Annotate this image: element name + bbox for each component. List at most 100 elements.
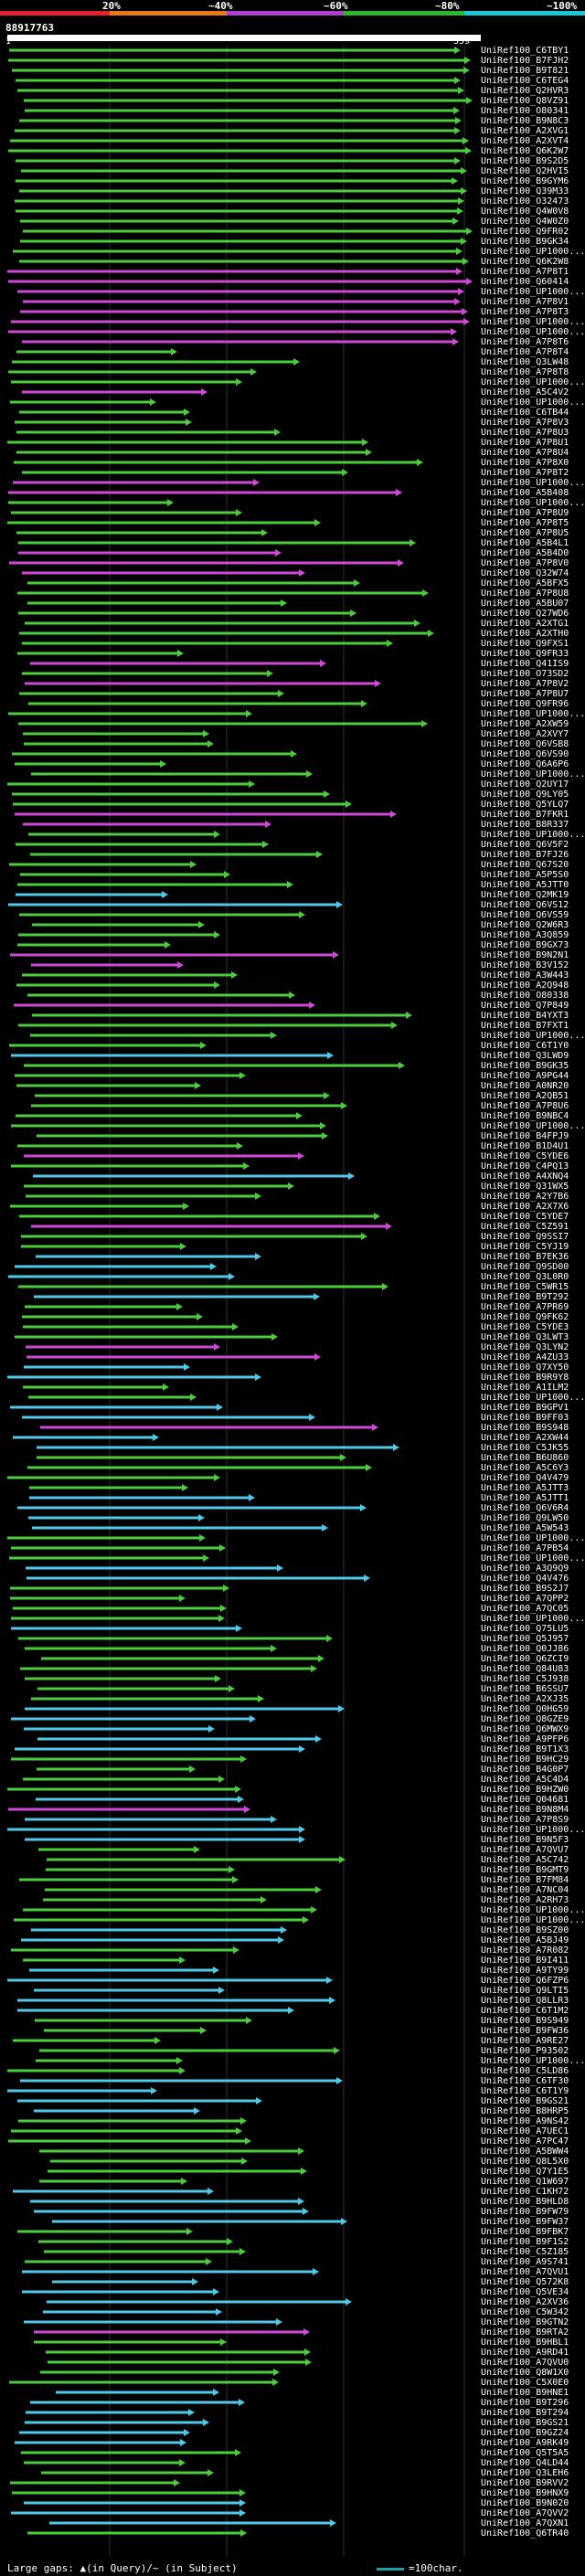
hit-label[interactable]: UniRef100_C6T1M2 <box>481 2006 569 2016</box>
hit-label[interactable]: UniRef100_B4FPJ9 <box>481 1131 569 1141</box>
hit-label[interactable]: UniRef100_A5BJ49 <box>481 1935 569 1945</box>
hit-label[interactable]: UniRef100_Q8W1X0 <box>481 2368 569 2378</box>
hit-label[interactable]: UniRef100_B9GX73 <box>481 940 569 950</box>
hit-label[interactable]: UniRef100_A7P8U4 <box>481 448 569 458</box>
hit-label[interactable]: UniRef100_Q7P849 <box>481 1001 569 1011</box>
hit-label[interactable]: UniRef100_A7P8T5 <box>481 518 569 528</box>
hit-label[interactable]: UniRef100_Q9FXS1 <box>481 639 569 649</box>
hit-label[interactable]: UniRef100_Q9FR02 <box>481 227 569 237</box>
hit-label[interactable]: UniRef100_A7QXN1 <box>481 2518 569 2528</box>
hit-label[interactable]: UniRef100_A7P8U3 <box>481 428 569 438</box>
hit-label[interactable]: UniRef100_A5BU07 <box>481 599 569 609</box>
hit-label[interactable]: UniRef100_A9RK49 <box>481 2438 569 2448</box>
hit-label[interactable]: UniRef100_UP1000... <box>481 317 585 327</box>
hit-label[interactable]: UniRef100_A5C742 <box>481 1855 569 1865</box>
hit-label[interactable]: UniRef100_A5BWW4 <box>481 2147 569 2157</box>
hit-label[interactable]: UniRef100_Q8LLR3 <box>481 1996 569 2006</box>
hit-label[interactable]: UniRef100_Q60414 <box>481 277 569 287</box>
hit-label[interactable]: UniRef100_Q8GZE9 <box>481 1714 569 1724</box>
hit-label[interactable]: UniRef100_B8HRP5 <box>481 2106 569 2116</box>
hit-label[interactable]: UniRef100_C5Z591 <box>481 1222 569 1232</box>
hit-label[interactable]: UniRef100_Q9SD00 <box>481 1262 569 1272</box>
hit-label[interactable]: UniRef100_B7FKR1 <box>481 810 569 820</box>
hit-label[interactable]: UniRef100_C5Z185 <box>481 2247 569 2257</box>
hit-label[interactable]: UniRef100_B9S949 <box>481 2016 569 2026</box>
hit-label[interactable]: UniRef100_Q6VS90 <box>481 749 569 759</box>
hit-label[interactable]: UniRef100_UP1000... <box>481 478 585 488</box>
hit-label[interactable]: UniRef100_B9N8M4 <box>481 1805 569 1815</box>
hit-label[interactable]: UniRef100_Q572K8 <box>481 2277 569 2287</box>
hit-label[interactable]: UniRef100_UP1000... <box>481 1614 585 1624</box>
hit-label[interactable]: UniRef100_C5YDE7 <box>481 1212 569 1222</box>
hit-label[interactable]: UniRef100_B9GK34 <box>481 237 569 247</box>
hit-label[interactable]: UniRef100_O32473 <box>481 196 569 207</box>
hit-label[interactable]: UniRef100_A2Q948 <box>481 981 569 991</box>
hit-label[interactable]: UniRef100_C5YDE6 <box>481 1151 569 1161</box>
hit-label[interactable]: UniRef100_B9GZ24 <box>481 2428 569 2438</box>
hit-label[interactable]: UniRef100_UP1000... <box>481 1533 585 1543</box>
hit-label[interactable]: UniRef100_C5X0E0 <box>481 2378 569 2388</box>
hit-label[interactable]: UniRef100_A5C4V2 <box>481 387 569 398</box>
hit-label[interactable]: UniRef100_A7PC47 <box>481 2136 569 2147</box>
hit-label[interactable]: UniRef100_UP1000... <box>481 1915 585 1925</box>
hit-label[interactable]: UniRef100_B8R337 <box>481 820 569 830</box>
hit-label[interactable]: UniRef100_A2Y7B6 <box>481 1192 569 1202</box>
hit-label[interactable]: UniRef100_A7NC04 <box>481 1885 569 1895</box>
hit-label[interactable]: UniRef100_Q9FR96 <box>481 699 569 709</box>
hit-label[interactable]: UniRef100_UP1000... <box>481 1121 585 1131</box>
hit-label[interactable]: UniRef100_UP1000... <box>481 769 585 779</box>
hit-label[interactable]: UniRef100_Q4W0V8 <box>481 207 569 217</box>
hit-label[interactable]: UniRef100_Q0HG59 <box>481 1704 569 1714</box>
hit-label[interactable]: UniRef100_Q9LW50 <box>481 1513 569 1523</box>
hit-label[interactable]: UniRef100_Q3LW48 <box>481 357 569 367</box>
hit-label[interactable]: UniRef100_B9N020 <box>481 2498 569 2508</box>
hit-label[interactable]: UniRef100_B9GYM6 <box>481 176 569 186</box>
hit-label[interactable]: UniRef100_UP1000... <box>481 709 585 719</box>
hit-label[interactable]: UniRef100_A4XNQ4 <box>481 1171 569 1182</box>
hit-label[interactable]: UniRef100_B9GS21 <box>481 2418 569 2428</box>
hit-label[interactable]: UniRef100_Q2HVR3 <box>481 86 569 96</box>
hit-label[interactable]: UniRef100_B9S948 <box>481 1423 569 1433</box>
hit-label[interactable]: UniRef100_A1ILM2 <box>481 1383 569 1393</box>
hit-label[interactable]: UniRef100_A7P8T6 <box>481 337 569 347</box>
hit-label[interactable]: UniRef100_A5BFX5 <box>481 578 569 588</box>
hit-label[interactable]: UniRef100_Q5J957 <box>481 1634 569 1644</box>
hit-label[interactable]: UniRef100_UP1000... <box>481 2056 585 2066</box>
hit-label[interactable]: UniRef100_B9R9Y8 <box>481 1373 569 1383</box>
hit-label[interactable]: UniRef100_Q4V479 <box>481 1473 569 1483</box>
hit-label[interactable]: UniRef100_Q67S20 <box>481 860 569 870</box>
hit-label[interactable]: UniRef100_B1D4U1 <box>481 1141 569 1151</box>
hit-label[interactable]: UniRef100_Q3LWD9 <box>481 1051 569 1061</box>
hit-label[interactable]: UniRef100_B9RVV2 <box>481 2478 569 2488</box>
hit-label[interactable]: UniRef100_A7P8U1 <box>481 438 569 448</box>
hit-label[interactable]: UniRef100_B7FM84 <box>481 1875 569 1885</box>
hit-label[interactable]: UniRef100_Q4W0Z0 <box>481 217 569 227</box>
hit-label[interactable]: UniRef100_UP1000... <box>481 287 585 297</box>
hit-label[interactable]: UniRef100_Q2HVI5 <box>481 166 569 176</box>
hit-label[interactable]: UniRef100_Q6A6P6 <box>481 759 569 769</box>
hit-label[interactable]: UniRef100_Q7XY50 <box>481 1362 569 1373</box>
hit-label[interactable]: UniRef100_B9FW37 <box>481 2217 569 2227</box>
hit-label[interactable]: UniRef100_B9RTA2 <box>481 2327 569 2337</box>
hit-label[interactable]: UniRef100_B9T821 <box>481 66 569 76</box>
hit-label[interactable]: UniRef100_A5C4D4 <box>481 1775 569 1785</box>
hit-label[interactable]: UniRef100_A7QVU0 <box>481 2358 569 2368</box>
hit-label[interactable]: UniRef100_Q8VZ91 <box>481 96 569 106</box>
hit-label[interactable]: UniRef100_A7P8U8 <box>481 588 569 599</box>
hit-label[interactable]: UniRef100_C5JK55 <box>481 1443 569 1453</box>
hit-label[interactable]: UniRef100_B9GMT9 <box>481 1865 569 1875</box>
hit-label[interactable]: UniRef100_A2XJ35 <box>481 1694 569 1704</box>
hit-label[interactable]: UniRef100_B4G0P7 <box>481 1765 569 1775</box>
hit-label[interactable]: UniRef100_A2XW59 <box>481 719 569 729</box>
hit-label[interactable]: UniRef100_A5B4D0 <box>481 548 569 558</box>
hit-label[interactable]: UniRef100_UP1000... <box>481 1393 585 1403</box>
hit-label[interactable]: UniRef100_Q2UY17 <box>481 779 569 790</box>
hit-label[interactable]: UniRef100_A7P8S9 <box>481 1815 569 1825</box>
hit-label[interactable]: UniRef100_B9F1S2 <box>481 2237 569 2247</box>
hit-label[interactable]: UniRef100_Q6VS59 <box>481 910 569 920</box>
hit-label[interactable]: UniRef100_A7R082 <box>481 1945 569 1956</box>
hit-label[interactable]: UniRef100_A2QB51 <box>481 1091 569 1101</box>
hit-label[interactable]: UniRef100_B9T292 <box>481 1292 569 1302</box>
hit-label[interactable]: UniRef100_Q9FR33 <box>481 649 569 659</box>
hit-label[interactable]: UniRef100_A2XTG1 <box>481 619 569 629</box>
